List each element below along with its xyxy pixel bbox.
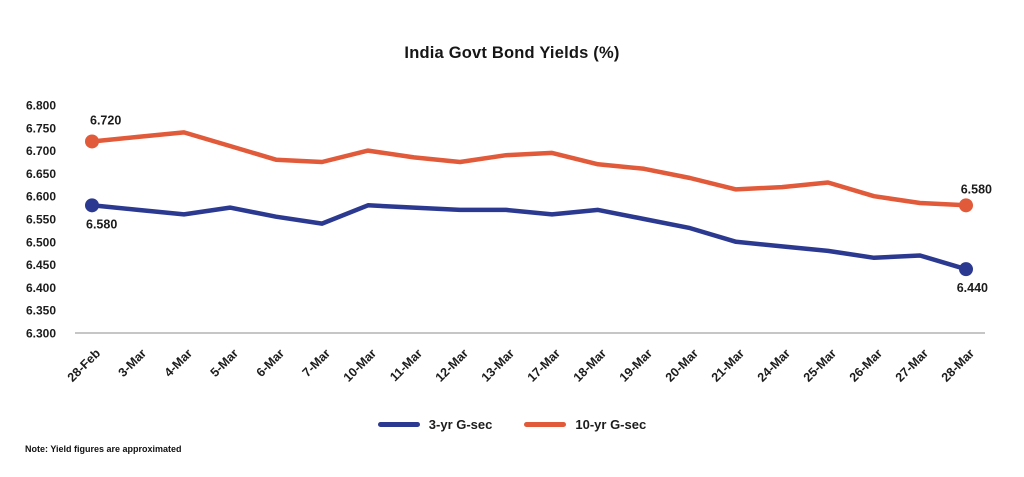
legend-line-swatch-blue — [377, 422, 420, 427]
y-axis-tick-label: 6.550 — [26, 213, 56, 227]
legend-item-10yr-gsec: 10-yr G-sec — [524, 417, 646, 432]
x-axis-tick-label: 20-Mar — [663, 346, 701, 384]
x-axis-tick-label: 26-Mar — [847, 346, 885, 384]
legend-label: 10-yr G-sec — [575, 417, 647, 432]
y-axis-tick-label: 6.650 — [26, 167, 56, 181]
x-axis-tick-label: 12-Mar — [433, 346, 471, 384]
legend-line-swatch-orange — [524, 422, 567, 427]
series-endpoint-marker — [85, 134, 99, 149]
x-axis-tick-label: 13-Mar — [479, 346, 517, 384]
x-axis-tick-label: 19-Mar — [617, 346, 655, 384]
x-axis-tick-label: 7-Mar — [300, 346, 334, 380]
chart-legend: 3-yr G-sec 10-yr G-sec — [0, 417, 1024, 432]
x-axis-tick-label: 24-Mar — [755, 346, 793, 384]
footnote: Note: Yield figures are approximated — [25, 444, 182, 454]
legend-label: 3-yr G-sec — [428, 417, 493, 432]
y-axis-tick-label: 6.700 — [26, 144, 56, 158]
x-axis-tick-label: 5-Mar — [208, 346, 242, 380]
y-axis-tick-label: 6.500 — [26, 235, 56, 249]
y-axis-tick-label: 6.600 — [26, 190, 56, 204]
series-line-10-yr-g-sec — [89, 130, 969, 208]
y-axis-tick-label: 6.450 — [26, 258, 56, 272]
x-axis-tick-label: 25-Mar — [801, 346, 839, 384]
x-axis-tick-label: 11-Mar — [387, 346, 425, 384]
y-axis-tick-label: 6.750 — [26, 121, 56, 135]
y-axis-tick-label: 6.350 — [26, 304, 56, 318]
x-axis-tick-label: 18-Mar — [571, 346, 609, 384]
series-endpoint-marker — [85, 198, 99, 213]
x-axis-tick-label: 28-Mar — [939, 346, 977, 384]
series-endpoint-marker — [959, 198, 973, 213]
x-axis-tick-label: 28-Feb — [65, 346, 104, 385]
x-axis-tick-label: 3-Mar — [116, 346, 150, 380]
x-axis-tick-label: 10-Mar — [341, 346, 379, 384]
x-axis-tick-label: 27-Mar — [893, 346, 931, 384]
data-point-label: 6.580 — [86, 217, 117, 231]
data-point-label: 6.440 — [957, 281, 988, 295]
legend-item-3yr-gsec: 3-yr G-sec — [377, 417, 493, 432]
data-point-label: 6.580 — [961, 182, 992, 196]
x-axis-tick-label: 6-Mar — [254, 346, 288, 380]
data-point-label: 6.720 — [90, 113, 121, 127]
x-axis-tick-label: 21-Mar — [709, 346, 747, 384]
y-axis-tick-label: 6.800 — [26, 99, 56, 113]
x-axis-tick-label: 4-Mar — [162, 346, 196, 380]
y-axis-tick-label: 6.300 — [26, 327, 56, 341]
y-axis-tick-label: 6.400 — [26, 281, 56, 295]
chart-title: India Govt Bond Yields (%) — [404, 44, 620, 62]
series-line-3-yr-g-sec — [89, 203, 969, 272]
x-axis-tick-label: 17-Mar — [525, 346, 563, 384]
series-endpoint-marker — [959, 262, 973, 277]
